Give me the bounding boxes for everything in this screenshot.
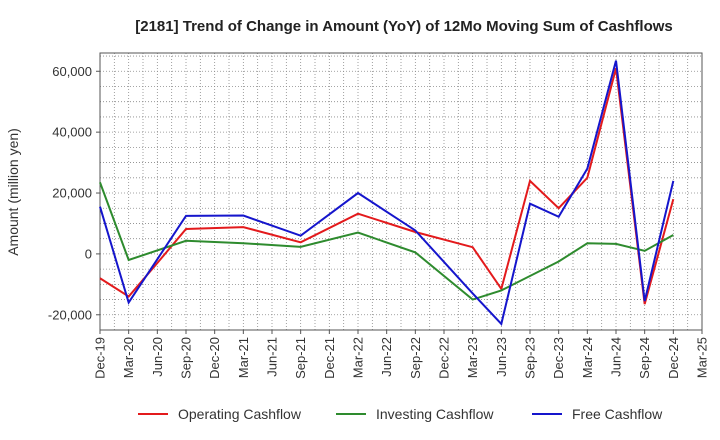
grid — [99, 53, 703, 331]
x-tick-label: Jun-23 — [494, 337, 509, 377]
x-tick-label: Sep-23 — [523, 337, 538, 379]
x-tick-label: Dec-24 — [666, 337, 681, 379]
y-tick-label: 60,000 — [52, 64, 92, 79]
x-tick-label: Dec-22 — [437, 337, 452, 379]
x-tick-label: Dec-19 — [93, 337, 108, 379]
x-tick-label: Sep-20 — [179, 337, 194, 379]
x-tick-label: Mar-23 — [465, 337, 480, 378]
chart-title: [2181] Trend of Change in Amount (YoY) o… — [135, 18, 673, 35]
x-tick-label: Sep-21 — [293, 337, 308, 379]
series-layer — [99, 60, 675, 326]
x-tick-label: Dec-20 — [207, 337, 222, 379]
x-tick-label: Mar-20 — [121, 337, 136, 378]
x-tick-label: Jun-20 — [150, 337, 165, 377]
series-line-operating-cashflow — [99, 67, 675, 305]
x-tick-label: Mar-24 — [580, 337, 595, 378]
legend: Operating Cashflow Investing Cashflow Free… — [138, 406, 663, 422]
x-tick-label: Mar-21 — [236, 337, 251, 378]
series-line-free-cashflow — [99, 60, 675, 326]
y-tick-label: 0 — [85, 246, 92, 261]
legend-label-investing-cashflow: Investing Cashflow — [376, 406, 494, 422]
x-tick-label: Jun-22 — [379, 337, 394, 377]
x-tick-label: Sep-24 — [637, 337, 652, 379]
y-axis-ticks: -20,000 0 20,000 40,000 60,000 — [48, 64, 100, 322]
series-line-investing-cashflow — [99, 182, 674, 301]
x-tick-label: Dec-23 — [551, 337, 566, 379]
y-tick-label: -20,000 — [48, 307, 92, 322]
x-axis-ticks: Dec-19 Mar-20 Jun-20 Sep-20 Dec-20 Mar-21 Jun-… — [93, 330, 710, 379]
y-tick-label: 40,000 — [52, 125, 92, 140]
legend-label-free-cashflow: Free Cashflow — [572, 406, 663, 422]
y-tick-label: 20,000 — [52, 186, 92, 201]
x-tick-label: Jun-21 — [265, 337, 280, 377]
x-tick-label: Sep-22 — [408, 337, 423, 379]
plot-area — [99, 52, 703, 331]
x-tick-label: Mar-22 — [351, 337, 366, 378]
x-tick-label: Jun-24 — [609, 337, 624, 377]
y-axis-label: Amount (million yen) — [5, 128, 21, 256]
x-tick-label: Mar-25 — [695, 337, 710, 378]
x-tick-label: Dec-21 — [322, 337, 337, 379]
legend-label-operating-cashflow: Operating Cashflow — [178, 406, 302, 422]
